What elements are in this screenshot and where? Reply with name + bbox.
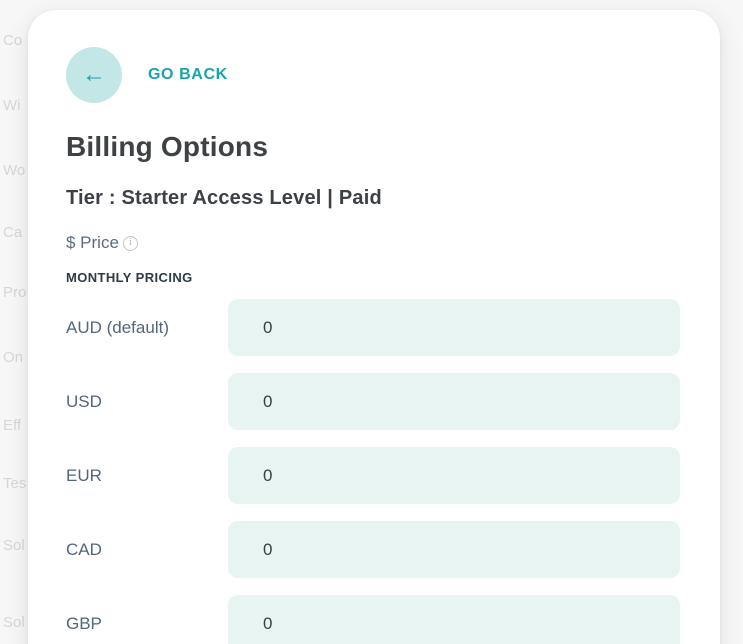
currency-label: USD	[66, 391, 102, 411]
price-input[interactable]	[228, 299, 680, 356]
sidebar-fragment: Co	[3, 32, 23, 49]
info-circle-icon[interactable]: i	[122, 235, 138, 251]
sidebar-fragment: Wo	[3, 162, 26, 179]
currency-label: EUR	[66, 465, 102, 485]
page-title: Billing Options	[66, 131, 269, 162]
pricing-row: GBP	[66, 595, 680, 644]
sidebar-fragment: Ca	[3, 224, 23, 241]
sidebar-fragment: Tes	[3, 475, 27, 492]
price-label: $ Price	[66, 233, 119, 252]
currency-label: CAD	[66, 539, 102, 559]
pricing-row: EUR	[66, 447, 680, 504]
pricing-row: AUD (default)	[66, 299, 680, 356]
sidebar-fragment: On	[3, 349, 24, 366]
price-section-label-row: $ Price i	[66, 233, 680, 253]
currency-label: GBP	[66, 613, 102, 633]
go-back-label[interactable]: GO BACK	[148, 66, 228, 83]
pricing-row: CAD	[66, 521, 680, 578]
pricing-row: USD	[66, 373, 680, 430]
pricing-rows-container: AUD (default) USD EUR CAD GBP	[66, 299, 680, 644]
tier-subtitle: Tier : Starter Access Level | Paid	[66, 187, 382, 209]
price-input[interactable]	[228, 521, 680, 578]
billing-options-card: ← GO BACK Billing Options Tier : Starter…	[28, 10, 720, 644]
monthly-pricing-heading: MONTHLY PRICING	[66, 270, 193, 285]
price-input[interactable]	[228, 595, 680, 644]
go-back-row: ← GO BACK	[66, 47, 680, 103]
currency-label: AUD (default)	[66, 317, 169, 337]
sidebar-fragment: Eff	[3, 417, 22, 434]
sidebar-fragment: Sol	[3, 614, 25, 631]
sidebar-fragment: Sol	[3, 537, 25, 554]
sidebar-fragment: Pro	[3, 284, 27, 301]
sidebar-fragment: Wi	[3, 97, 21, 114]
go-back-button[interactable]: ←	[66, 47, 122, 103]
price-input[interactable]	[228, 373, 680, 430]
price-input[interactable]	[228, 447, 680, 504]
arrow-left-icon: ←	[82, 61, 106, 88]
